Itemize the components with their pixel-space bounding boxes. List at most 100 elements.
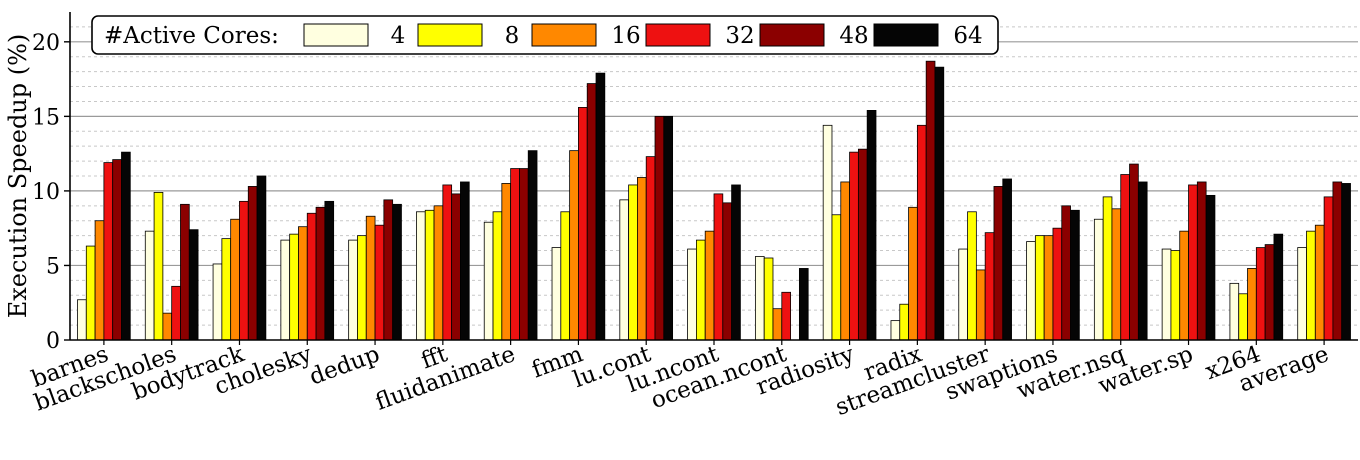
bar-water.sp-64 [1205, 194, 1216, 341]
bar-cholesky-32 [306, 212, 317, 341]
bar-x264-48 [1264, 244, 1275, 341]
bar-fmm-16 [569, 150, 579, 341]
bar-bodytrack-48 [247, 186, 258, 341]
bar-swaptions-8 [1034, 235, 1045, 341]
bar-blackscholes-8 [153, 191, 164, 341]
bar-water.nsq-64 [1137, 181, 1148, 341]
bar-water.sp-32 [1188, 184, 1198, 341]
bar-cholesky-16 [298, 226, 308, 341]
bar-ocean.ncont-8 [763, 257, 774, 341]
bar-radix-8 [899, 303, 909, 341]
bar-radix-4 [890, 320, 901, 341]
bar-fft-48 [451, 193, 461, 341]
bar-ocean.ncont-32 [781, 291, 791, 341]
bar-fft-4 [416, 211, 426, 341]
bar-average-4 [1297, 247, 1307, 341]
bar-lu.cont-4 [619, 199, 630, 341]
bar-bodytrack-16 [230, 218, 240, 341]
bar-fft-64 [460, 181, 470, 341]
bar-dedup-48 [383, 199, 394, 341]
bar-water.sp-48 [1196, 181, 1207, 341]
bars [77, 60, 1351, 341]
bar-cholesky-8 [289, 233, 299, 341]
bar-fft-8 [424, 209, 435, 341]
bar-dedup-64 [392, 203, 402, 341]
bar-water.sp-8 [1170, 250, 1181, 341]
bar-barnes-4 [77, 299, 87, 341]
legend-swatch-16 [531, 23, 597, 47]
bar-dedup-16 [365, 215, 376, 341]
bar-fmm-48 [586, 83, 597, 341]
legend-label-16: 16 [611, 23, 640, 49]
bar-fluidanimate-8 [492, 211, 503, 341]
bar-average-8 [1306, 230, 1316, 341]
legend-swatch-64 [873, 23, 939, 47]
legend-swatch-32 [645, 23, 711, 47]
bar-lu.ncont-32 [713, 193, 724, 341]
bar-radiosity-64 [866, 110, 877, 341]
bar-cholesky-48 [315, 206, 326, 341]
x-tick-label: dedup [306, 341, 383, 390]
bar-radiosity-16 [840, 181, 850, 341]
bar-fmm-32 [578, 107, 588, 341]
bar-radiosity-48 [857, 148, 868, 341]
bar-average-16 [1314, 224, 1325, 341]
bar-fmm-64 [595, 72, 606, 341]
bar-lu.ncont-16 [704, 230, 715, 341]
bar-water.nsq-32 [1120, 174, 1130, 341]
bar-fluidanimate-16 [501, 183, 512, 341]
bar-barnes-48 [112, 159, 122, 341]
bar-lu.ncont-48 [722, 202, 732, 341]
bar-swaptions-16 [1043, 235, 1054, 341]
bar-dedup-32 [374, 224, 385, 341]
bar-swaptions-64 [1070, 209, 1080, 341]
bar-x264-8 [1238, 293, 1248, 341]
bar-blackscholes-4 [144, 230, 155, 341]
bar-streamcluster-8 [967, 211, 977, 341]
bar-lu.ncont-4 [687, 248, 697, 341]
bar-swaptions-48 [1061, 205, 1071, 341]
bar-water.sp-16 [1179, 230, 1189, 341]
bar-cholesky-64 [324, 200, 335, 341]
y-tick-label: 5 [46, 254, 60, 279]
bar-lu.cont-16 [637, 177, 647, 341]
bar-fmm-8 [560, 211, 571, 341]
legend-swatch-8 [417, 23, 483, 47]
bar-water.nsq-4 [1093, 218, 1104, 341]
bar-fluidanimate-48 [519, 168, 529, 341]
axes [64, 12, 1358, 345]
bar-radix-48 [925, 60, 936, 341]
bar-streamcluster-64 [1002, 178, 1012, 341]
legend-label-8: 8 [505, 23, 520, 49]
bar-streamcluster-4 [958, 248, 968, 341]
bar-x264-32 [1255, 247, 1266, 341]
bar-streamcluster-32 [984, 232, 995, 341]
bar-lu.ncont-8 [696, 239, 706, 341]
legend-swatch-4 [303, 23, 369, 47]
bar-blackscholes-16 [162, 312, 173, 341]
bar-radiosity-8 [831, 214, 842, 341]
bar-average-64 [1341, 183, 1351, 341]
y-tick-label: 0 [46, 329, 60, 354]
bar-x264-64 [1273, 233, 1284, 341]
bar-barnes-8 [85, 245, 96, 341]
bar-water.nsq-8 [1102, 196, 1113, 341]
bar-radix-32 [916, 124, 927, 341]
bar-lu.cont-8 [628, 184, 638, 341]
bar-bodytrack-64 [256, 175, 267, 341]
bar-lu.cont-64 [663, 115, 674, 341]
bar-barnes-64 [121, 151, 131, 341]
bar-dedup-4 [348, 239, 358, 341]
bar-barnes-16 [94, 220, 105, 341]
bar-blackscholes-64 [188, 229, 199, 341]
bar-fluidanimate-32 [510, 168, 520, 341]
bar-x264-16 [1247, 268, 1257, 341]
bar-x264-4 [1229, 282, 1240, 341]
bar-bodytrack-4 [212, 263, 223, 341]
legend: #Active Cores: 4 8 16 32 48 64 [91, 15, 999, 55]
bar-swaptions-32 [1052, 227, 1063, 341]
bar-ocean.ncont-64 [798, 268, 809, 341]
y-tick-label: 15 [32, 105, 60, 130]
bar-swaptions-4 [1026, 241, 1036, 341]
bar-cholesky-4 [280, 239, 291, 341]
